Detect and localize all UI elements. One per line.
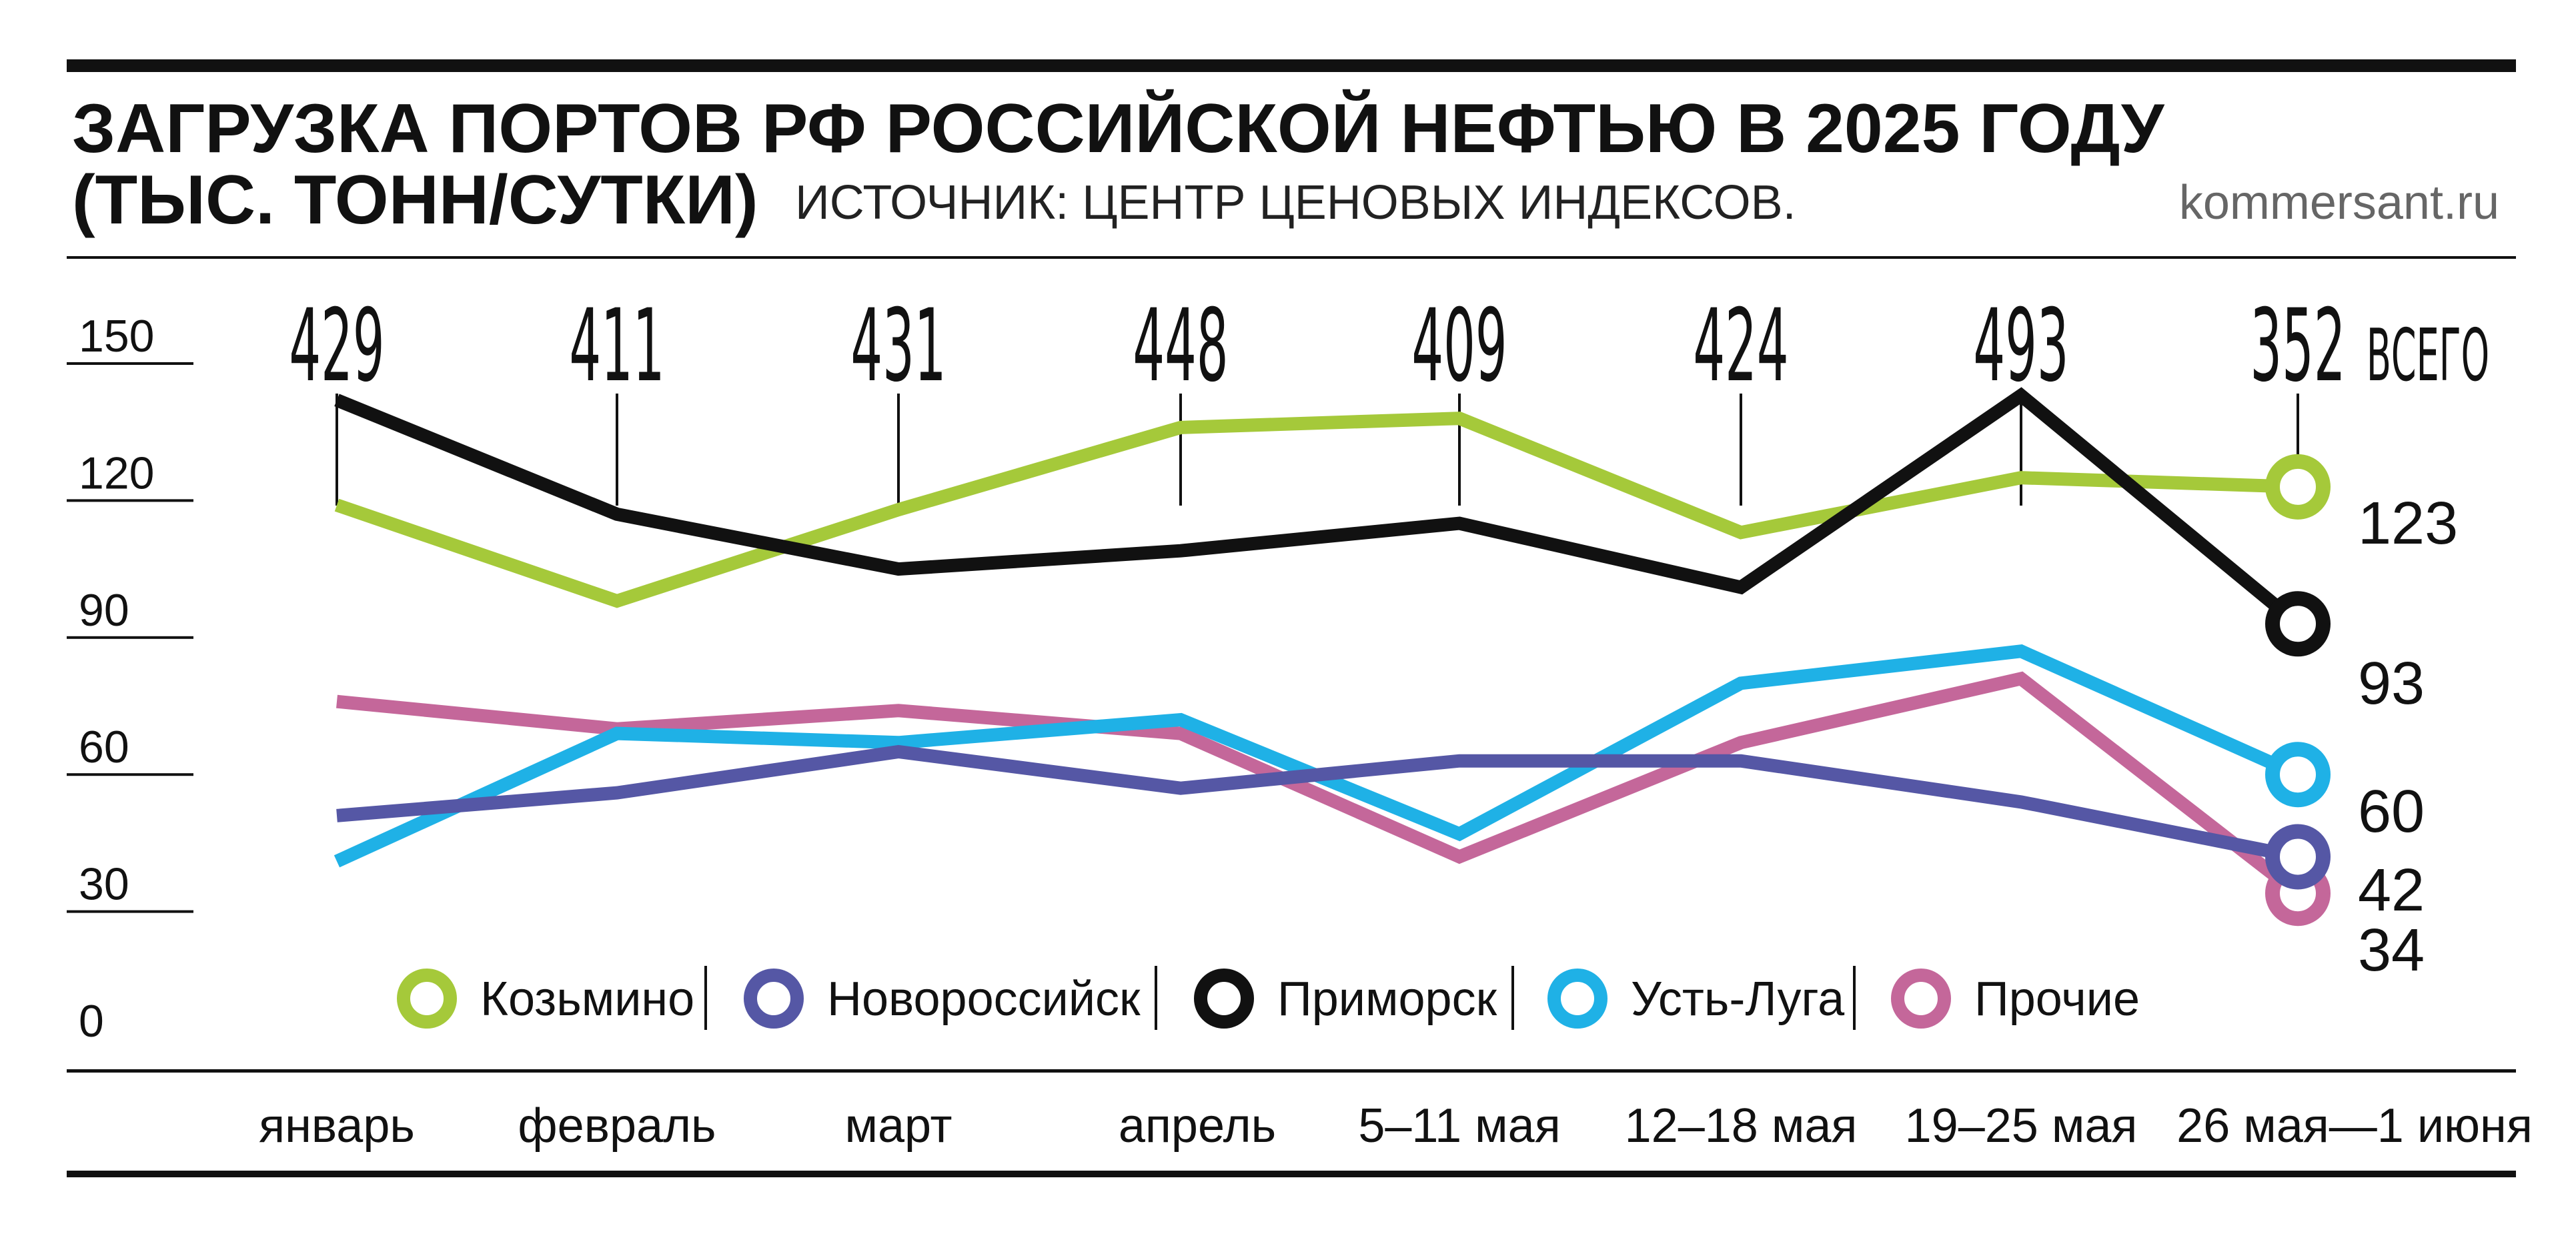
- total-label: 429: [289, 287, 384, 404]
- end-value-label: 60: [2358, 778, 2425, 845]
- end-value-label: 93: [2358, 650, 2425, 717]
- x-axis-rule: [67, 1069, 2516, 1073]
- series-end-marker: [2265, 454, 2331, 520]
- total-tick: [2297, 394, 2299, 506]
- end-value-label: 34: [2358, 917, 2425, 984]
- series-end-marker: [2265, 824, 2331, 890]
- x-tick-label: март: [845, 1099, 952, 1153]
- x-tick-label: февраль: [518, 1099, 716, 1153]
- legend-marker: [397, 969, 457, 1029]
- legend-label: Усть-Луга: [1631, 973, 1845, 1026]
- y-tick-label: 120: [79, 448, 154, 498]
- total-tick: [1179, 394, 1182, 506]
- x-tick-label: 5–11 мая: [1358, 1099, 1560, 1153]
- source-note: ИСТОЧНИК: ЦЕНТР ЦЕНОВЫХ ИНДЕКСОВ.: [795, 176, 1796, 229]
- total-label: 352: [2250, 287, 2345, 404]
- totals-row: 429 411 431 448 409 424 493 352 ВСЕГО: [289, 287, 2489, 506]
- bottom-rule: [67, 1171, 2516, 1177]
- total-label: 424: [1693, 287, 1788, 404]
- series-line-Новороссийск: [336, 744, 2299, 864]
- legend-marker: [1194, 969, 1254, 1029]
- y-tick-line: [67, 910, 193, 913]
- y-axis: 150 120 90 60 30 0: [67, 311, 193, 1047]
- total-tick: [616, 394, 618, 506]
- y-tick-label: 60: [79, 722, 129, 772]
- series-line-Козьмино: [334, 412, 2299, 608]
- y-tick-line: [67, 362, 193, 365]
- series-end-marker: [2265, 742, 2331, 808]
- legend: Козьмино Новороссийск Приморск Усть-Луга Про…: [397, 966, 2140, 1030]
- legend-label: Козьмино: [480, 973, 694, 1026]
- legend-label: Прочие: [1974, 973, 2140, 1026]
- total-tick: [1740, 394, 1742, 506]
- total-tick: [2020, 394, 2022, 506]
- title-rule: [67, 256, 2516, 259]
- site-label: kommersant.ru: [2179, 176, 2499, 229]
- total-label: 431: [850, 287, 946, 404]
- series-lines: [334, 387, 2303, 899]
- x-tick-label: 26 мая—1 июня: [2176, 1099, 2533, 1153]
- total-tick: [336, 394, 338, 506]
- series-end-marker: [2265, 591, 2331, 657]
- y-tick-line: [67, 773, 193, 776]
- top-rule: [67, 59, 2516, 72]
- legend-marker: [744, 969, 804, 1029]
- chart-title-line2: (ТЫС. ТОНН/СУТКИ): [72, 161, 758, 239]
- total-label: 409: [1411, 287, 1507, 404]
- legend-separator: [1853, 966, 1856, 1030]
- total-label: 448: [1133, 287, 1228, 404]
- total-label: 411: [569, 287, 664, 404]
- x-axis: январь февраль март апрель 5–11 мая 12–18 мая…: [259, 1099, 2533, 1153]
- y-tick-label: 150: [79, 311, 154, 362]
- legend-separator: [1155, 966, 1157, 1030]
- y-tick-label: 30: [79, 859, 129, 910]
- y-tick-label: 0: [79, 996, 104, 1047]
- x-tick-label: 19–25 мая: [1905, 1099, 2138, 1153]
- total-label: 493: [1973, 287, 2068, 404]
- x-tick-label: апрель: [1119, 1099, 1276, 1153]
- legend-marker: [1547, 969, 1607, 1029]
- x-tick-label: январь: [259, 1099, 415, 1153]
- y-tick-line: [67, 636, 193, 639]
- x-tick-label: 12–18 мая: [1625, 1099, 1858, 1153]
- legend-label: Новороссийск: [827, 973, 1141, 1026]
- total-tick: [1458, 394, 1461, 506]
- series-line-Прочие: [336, 671, 2303, 899]
- legend-marker: [1891, 969, 1951, 1029]
- y-tick-line: [67, 499, 193, 502]
- totals-caption: ВСЕГО: [2367, 314, 2489, 398]
- chart-title-line1: ЗАГРУЗКА ПОРТОВ РФ РОССИЙСКОЙ НЕФТЬЮ В 2…: [72, 89, 2165, 167]
- total-tick: [897, 394, 900, 506]
- legend-separator: [704, 966, 707, 1030]
- end-value-label: 42: [2358, 857, 2425, 924]
- legend-separator: [1511, 966, 1514, 1030]
- end-value-label: 123: [2358, 490, 2458, 557]
- y-tick-label: 90: [79, 585, 129, 636]
- legend-label: Приморск: [1277, 973, 1497, 1026]
- series-line-Приморск: [334, 387, 2303, 630]
